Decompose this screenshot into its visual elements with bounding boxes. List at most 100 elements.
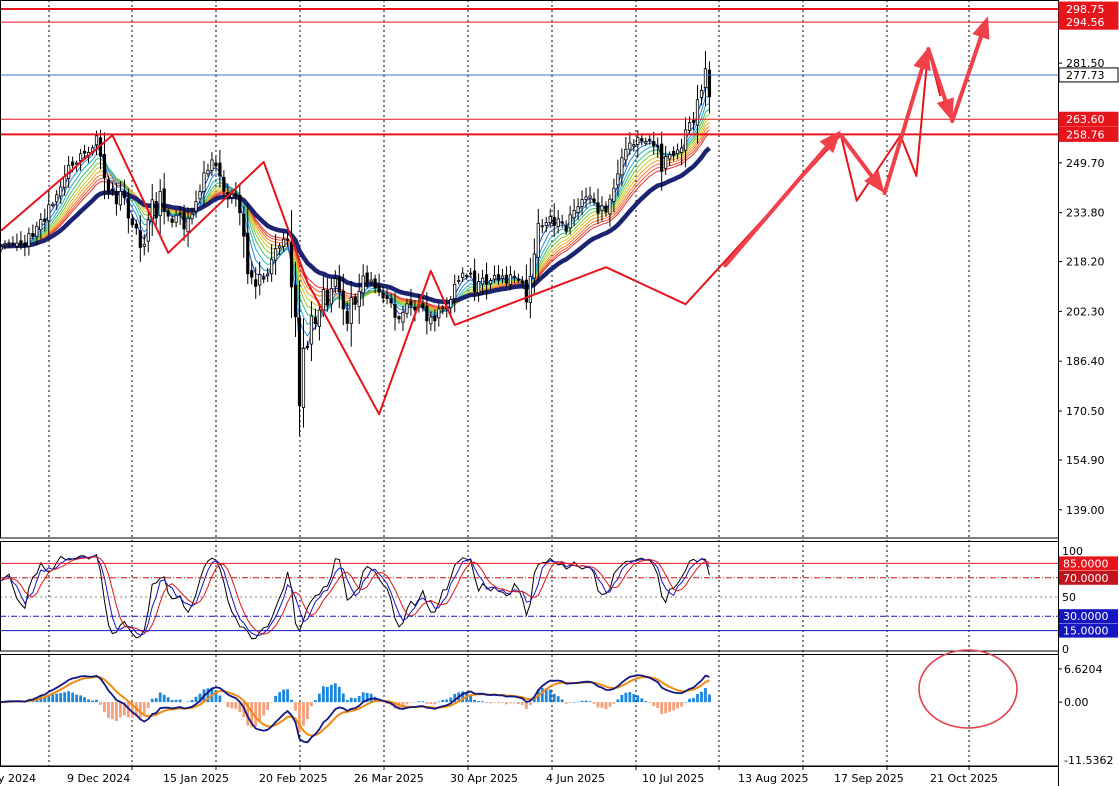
candle xyxy=(449,295,453,315)
candle-body xyxy=(106,179,111,193)
candle xyxy=(154,192,158,226)
candle-body xyxy=(465,274,469,277)
time-axis-label: 20 Feb 2025 xyxy=(259,772,327,785)
macd-histogram-bar xyxy=(636,695,640,703)
stochastic-line xyxy=(0,555,710,636)
candle xyxy=(313,308,318,330)
candle-body xyxy=(484,274,489,285)
candle xyxy=(202,160,206,207)
macd-histogram-bar xyxy=(306,702,309,720)
zigzag-line xyxy=(0,47,942,416)
macd-histogram-bar xyxy=(226,702,230,708)
macd-histogram-bar xyxy=(286,689,289,703)
macd-histogram-bar xyxy=(218,695,222,703)
candle-body xyxy=(668,154,672,160)
candle xyxy=(246,203,250,284)
candle xyxy=(691,112,696,131)
candle-body xyxy=(301,347,306,408)
macd-histogram-bar xyxy=(501,702,504,703)
candle-body xyxy=(55,194,59,203)
candle xyxy=(206,163,210,177)
candle-body xyxy=(3,242,7,246)
candle-body xyxy=(592,198,596,203)
time-axis-label: 15 Jan 2025 xyxy=(163,772,229,785)
candle xyxy=(106,175,111,200)
candle xyxy=(528,257,532,319)
candle-body xyxy=(222,176,226,192)
candle-body xyxy=(679,147,684,153)
macd-histogram-bar xyxy=(596,702,600,708)
candle-body xyxy=(39,219,43,231)
candle xyxy=(266,267,270,283)
macd-histogram-bar xyxy=(87,699,90,703)
candle xyxy=(632,139,636,152)
candle-body xyxy=(242,213,246,237)
macd-histogram-bar xyxy=(182,702,186,703)
candle xyxy=(138,215,142,263)
macd-histogram-bar xyxy=(409,702,413,703)
macd-histogram-bar xyxy=(103,702,106,713)
time-axis-label: 26 Mar 2025 xyxy=(354,772,424,785)
candle-body xyxy=(691,120,696,123)
price-pane xyxy=(0,8,1058,436)
macd-histogram-bar xyxy=(580,700,584,703)
time-axis-label: 21 Oct 2025 xyxy=(930,772,998,785)
candle xyxy=(624,136,628,167)
time-axis-label: 10 Jul 2025 xyxy=(642,772,704,785)
candle xyxy=(572,198,576,227)
candle-body xyxy=(51,203,55,206)
candle xyxy=(301,318,306,428)
stochastic-pane xyxy=(0,553,1058,640)
candle-body xyxy=(71,161,75,166)
price-level-tag-bg xyxy=(1058,126,1119,142)
candle-body xyxy=(564,225,568,232)
candle-body xyxy=(313,317,318,325)
macd-histogram-bar xyxy=(238,702,242,712)
candle xyxy=(584,187,588,209)
macd-histogram-bar xyxy=(266,702,270,710)
candle-body xyxy=(186,217,190,233)
macd-histogram-bar xyxy=(696,694,699,703)
candle xyxy=(476,273,481,302)
candle xyxy=(381,286,385,304)
candle xyxy=(277,243,282,256)
candle-body xyxy=(377,285,381,293)
macd-histogram-bar xyxy=(405,702,409,705)
candle xyxy=(496,265,501,285)
candle xyxy=(222,170,226,198)
candle-body xyxy=(202,172,206,192)
candle xyxy=(413,300,417,322)
candle-body xyxy=(536,222,540,258)
stochastic-tick-label: 0 xyxy=(1062,643,1069,656)
macd-histogram-bar xyxy=(130,702,134,718)
candle-body xyxy=(520,280,524,284)
macd-histogram-bar xyxy=(341,693,345,703)
candle-body xyxy=(405,303,409,314)
macd-histogram-bar xyxy=(329,684,333,703)
candle-body xyxy=(437,308,441,319)
candle xyxy=(644,137,648,146)
candle xyxy=(134,219,138,235)
candle-body xyxy=(644,141,648,144)
candle xyxy=(592,192,596,206)
macd-histogram-bar xyxy=(473,699,477,703)
candle-body xyxy=(413,306,417,311)
candle xyxy=(608,194,612,227)
macd-histogram-bar xyxy=(568,702,572,703)
candle-body xyxy=(632,144,636,147)
candle xyxy=(461,267,465,283)
trend-arrow xyxy=(882,47,931,196)
candle-body xyxy=(449,299,453,309)
candle xyxy=(620,148,624,186)
macd-histogram-bar xyxy=(600,702,604,708)
candle-body xyxy=(409,300,413,306)
candle-body xyxy=(672,151,676,156)
stochastic-level-tag-bg xyxy=(1059,609,1118,624)
macd-histogram-bar xyxy=(668,702,672,712)
macd-histogram-bar xyxy=(278,692,281,703)
candle xyxy=(469,268,473,278)
candle xyxy=(166,207,170,222)
candle xyxy=(389,293,393,308)
candle-body xyxy=(118,190,122,206)
candle xyxy=(652,131,656,155)
